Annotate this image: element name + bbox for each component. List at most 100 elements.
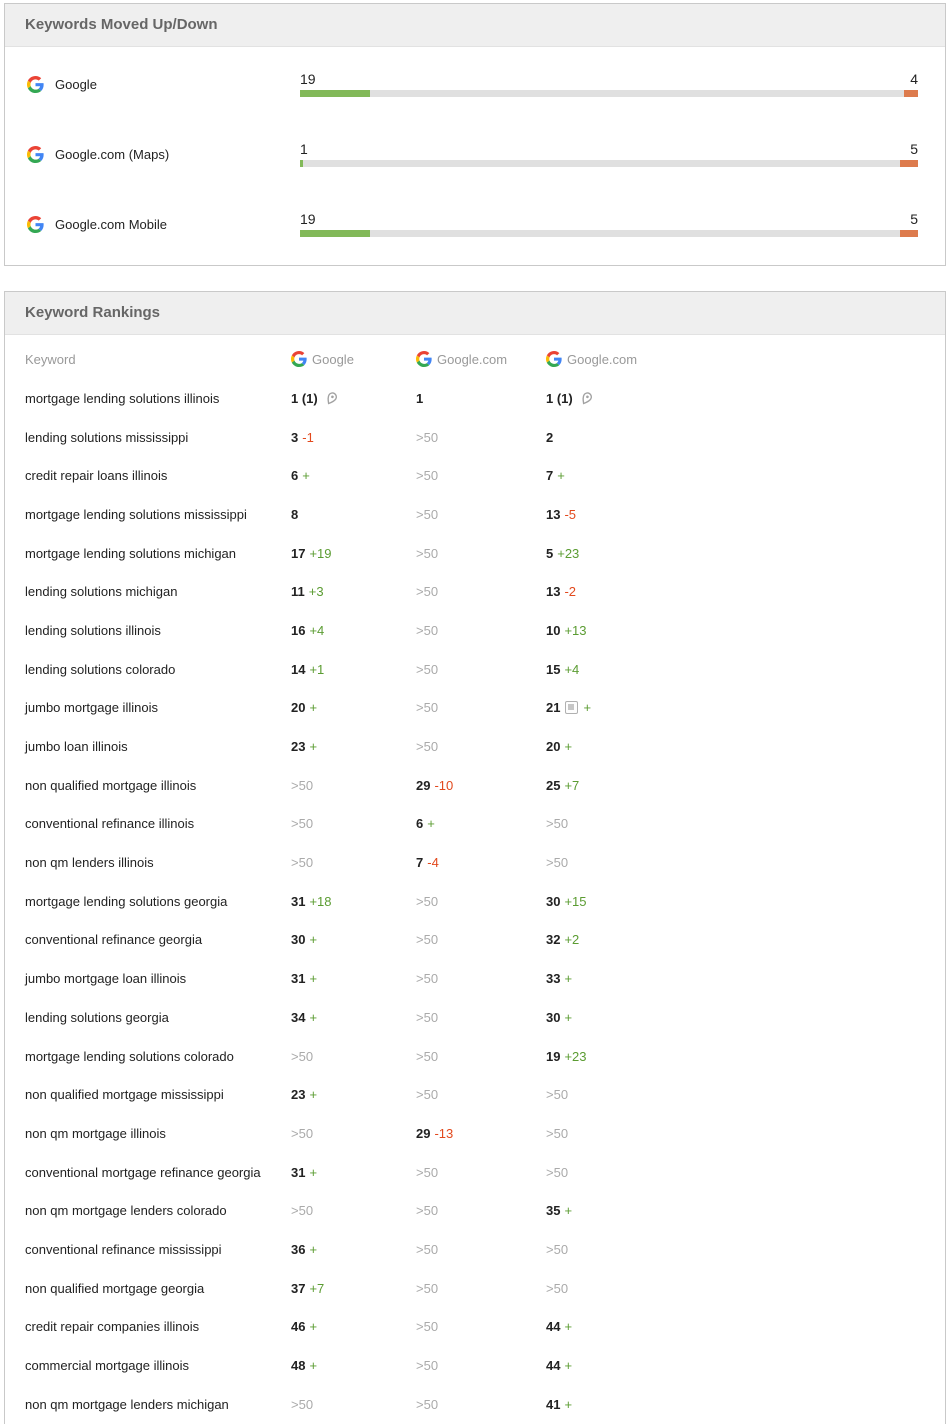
rank-value: 8 (291, 506, 299, 522)
rank-cell-google-com-mobile: >50 (546, 816, 925, 831)
keyword-cell: jumbo loan illinois (25, 739, 128, 755)
rank-cell-google-com: >50 (416, 507, 546, 522)
rank-cell-google-com-mobile: >50 (546, 1281, 925, 1296)
table-row: jumbo mortgage loan illinois 31 + >50 33 + (25, 959, 925, 998)
rank-cell-google: 36 + (291, 1242, 416, 1257)
rank-change: +7 (309, 1280, 325, 1296)
rank-value: 1 (416, 390, 424, 406)
rank-value: >50 (291, 855, 314, 871)
rank-cell-google: 23 + (291, 1087, 416, 1102)
rank-cell-google-com: >50 (416, 1203, 546, 1218)
rank-cell-google-com-mobile: 41 + (546, 1397, 925, 1412)
rank-value: >50 (416, 1087, 439, 1103)
rank-cell-google: 30 + (291, 932, 416, 947)
rank-value: 15 (546, 661, 561, 677)
engine-row: Google.com (Maps) 1 5 (5, 119, 945, 189)
rank-value: 48 (291, 1358, 306, 1374)
rank-value: >50 (546, 1125, 569, 1141)
rank-change: + (564, 1319, 573, 1335)
rank-cell-google: 37 +7 (291, 1281, 416, 1296)
rank-change: -1 (302, 429, 314, 445)
keyword-cell: mortgage lending solutions mississippi (25, 506, 247, 522)
keyword-cell: lending solutions georgia (25, 1009, 169, 1025)
rank-value: >50 (291, 1048, 314, 1064)
rank-change: +4 (309, 622, 325, 638)
keyword-cell: conventional refinance illinois (25, 816, 195, 832)
rank-cell-google-com-mobile: 32 +2 (546, 932, 925, 947)
keyword-cell: jumbo mortgage illinois (25, 700, 158, 716)
rank-cell-google-com: 29 -13 (416, 1126, 546, 1141)
google-icon (546, 351, 562, 367)
rank-change: + (583, 700, 592, 716)
keyword-cell: mortgage lending solutions michigan (25, 545, 237, 561)
rank-change: + (564, 971, 573, 987)
engine-row: Google 19 4 (5, 49, 945, 119)
rank-cell-google: 1 (1) (291, 391, 416, 406)
rank-cell-google: 20 + (291, 700, 416, 715)
engine-column-header-google: Google (291, 351, 416, 367)
table-row: non qualified mortgage georgia 37 +7 >50 … (25, 1269, 925, 1308)
rank-cell-google-com: >50 (416, 1358, 546, 1373)
rank-value: >50 (546, 1241, 569, 1257)
table-row: non qm mortgage lenders colorado >50 >50… (25, 1191, 925, 1230)
rank-cell-google-com-mobile: 10 +13 (546, 623, 925, 638)
rank-change: -10 (434, 777, 454, 793)
rank-value: >50 (291, 1396, 314, 1412)
rank-value: 16 (291, 622, 306, 638)
table-row: lending solutions georgia 34 + >50 30 + (25, 998, 925, 1037)
rank-value: 36 (291, 1241, 306, 1257)
rank-value: >50 (416, 1241, 439, 1257)
rank-cell-google-com: 7 -4 (416, 855, 546, 870)
rank-change: +19 (309, 545, 332, 561)
rank-change: + (557, 468, 565, 484)
rank-cell-google: 48 + (291, 1358, 416, 1373)
table-row: non qm lenders illinois >50 7 -4 >50 (25, 843, 925, 882)
table-row: mortgage lending solutions colorado >50 … (25, 1037, 925, 1076)
keyword-cell: non qualified mortgage illinois (25, 777, 197, 793)
rank-cell-google-com-mobile: >50 (546, 1242, 925, 1257)
rank-cell-google-com: 1 (416, 391, 546, 406)
rank-change: -4 (427, 855, 439, 871)
moved-up-bar (300, 160, 304, 167)
google-icon (291, 351, 307, 367)
rank-cell-google: 6 + (291, 468, 416, 483)
rank-value: >50 (416, 739, 439, 755)
rank-cell-google-com: 6 + (416, 816, 546, 831)
rankings-panel-title: Keyword Rankings (5, 292, 945, 335)
rank-change: +13 (564, 622, 587, 638)
google-icon (27, 145, 44, 163)
moved-bar-chart: 1 5 (300, 141, 918, 167)
rank-value: >50 (546, 855, 569, 871)
moved-up-count: 19 (300, 211, 316, 227)
keyword-cell: conventional refinance mississippi (25, 1241, 222, 1257)
rank-cell-google-com: >50 (416, 1049, 546, 1064)
rank-cell-google-com: >50 (416, 894, 546, 909)
rank-cell-google-com: >50 (416, 1165, 546, 1180)
rank-change: + (564, 739, 573, 755)
table-row: lending solutions michigan 11 +3 >50 13 -2 (25, 572, 925, 611)
rank-value: 44 (546, 1319, 561, 1335)
rank-value: >50 (416, 1164, 439, 1180)
rank-value: 11 (291, 584, 305, 600)
rank-value: >50 (546, 816, 569, 832)
rank-cell-google-com-mobile: 2 (546, 430, 925, 445)
table-row: mortgage lending solutions mississippi 8… (25, 495, 925, 534)
moved-down-bar (903, 90, 918, 97)
rankings-table-body: mortgage lending solutions illinois 1 (1… (25, 379, 925, 1424)
moved-up-bar (300, 230, 370, 237)
rank-value: 29 (416, 777, 431, 793)
keyword-cell: conventional mortgage refinance georgia (25, 1164, 261, 1180)
rank-cell-google: 23 + (291, 739, 416, 754)
rank-value: >50 (416, 700, 439, 716)
rank-cell-google-com: >50 (416, 739, 546, 754)
rank-cell-google: 46 + (291, 1319, 416, 1334)
rank-value: >50 (291, 1125, 314, 1141)
rank-value: 46 (291, 1319, 306, 1335)
rank-value: 1 (1) (546, 390, 573, 406)
rank-value: 6 (416, 816, 424, 832)
rank-value: 41 (546, 1396, 561, 1412)
table-row: conventional refinance mississippi 36 + >… (25, 1230, 925, 1269)
moved-bar-track (300, 160, 918, 167)
rank-cell-google-com-mobile: >50 (546, 1126, 925, 1141)
rank-cell-google: 16 +4 (291, 623, 416, 638)
